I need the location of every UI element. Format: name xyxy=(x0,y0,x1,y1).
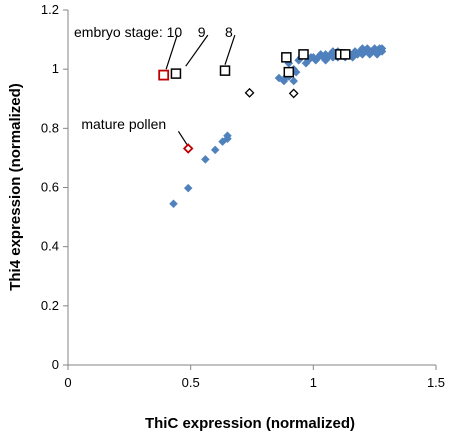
annotation-mature-pollen: mature pollen xyxy=(81,116,166,132)
data-point-filled-diamond xyxy=(223,131,232,141)
data-point-filled-diamond xyxy=(377,44,387,53)
x-tick-label: 0.5 xyxy=(182,375,200,390)
data-point-pollen xyxy=(182,143,194,154)
data-point-filled-diamond xyxy=(274,73,284,83)
y-tick-label: 0.2 xyxy=(41,298,59,313)
data-point-embryo-square xyxy=(170,68,182,79)
data-point-embryo-stage-10 xyxy=(158,69,170,81)
data-point-embryo-square xyxy=(339,49,351,60)
y-tick-label: 0.8 xyxy=(41,120,59,135)
annotations: embryo stage: 10 9 8 mature pollen xyxy=(74,24,233,132)
data-point-embryo-square xyxy=(298,49,309,60)
data-point-filled-diamond xyxy=(289,76,299,86)
data-point-embryo-square xyxy=(219,65,231,76)
data-point-filled-diamond xyxy=(201,155,210,164)
y-tick-label: 0.4 xyxy=(41,239,59,254)
data-point-filled-diamond xyxy=(358,44,367,53)
data-point-filled-diamond xyxy=(210,145,220,155)
annotation-embryo-stage: embryo stage: 10 9 8 xyxy=(74,24,233,40)
y-tick-label: 0.6 xyxy=(41,180,59,195)
axes xyxy=(63,9,437,370)
x-axis-title: ThiC expression (normalized) xyxy=(145,415,355,432)
data-point-open-diamond xyxy=(244,87,255,98)
callout-line xyxy=(177,130,188,145)
data-point-embryo-square xyxy=(283,66,295,78)
data-point-open-diamond xyxy=(288,88,299,99)
data-point-filled-diamond xyxy=(365,50,375,59)
callout-line xyxy=(224,34,236,65)
x-tick-label: 1 xyxy=(310,375,317,390)
callout-line xyxy=(185,34,209,67)
y-axis-title: Thi4 expression (normalized) xyxy=(7,83,24,291)
data-points xyxy=(158,44,387,209)
y-tick-label: 0 xyxy=(52,357,59,372)
callout-line xyxy=(165,34,178,70)
y-tick-label: 1.2 xyxy=(41,2,59,17)
callout-lines xyxy=(165,34,236,145)
tick-labels: 0 0.2 0.4 0.6 0.8 1 1.2 0 0.5 1 1.5 xyxy=(41,2,445,390)
data-point-filled-diamond xyxy=(321,55,330,65)
data-point-embryo-square xyxy=(281,52,292,63)
data-point-filled-diamond xyxy=(183,183,193,193)
data-point-filled-diamond xyxy=(169,199,178,209)
y-tick-label: 1 xyxy=(52,61,59,76)
data-point-filled-diamond xyxy=(372,50,382,59)
x-tick-label: 1.5 xyxy=(427,375,445,390)
x-tick-label: 0 xyxy=(64,375,71,390)
